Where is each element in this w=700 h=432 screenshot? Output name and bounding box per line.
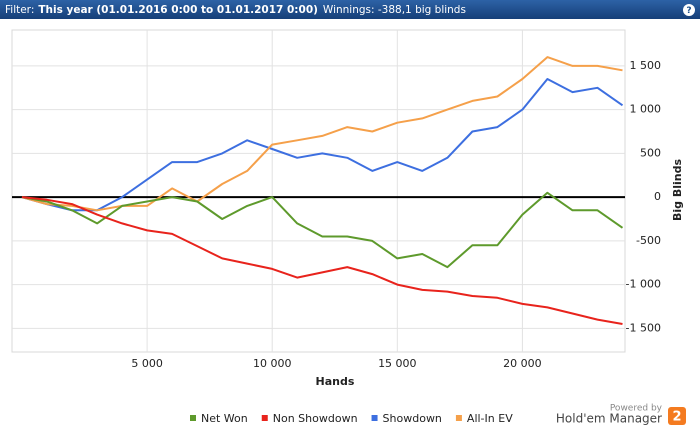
- legend-label: Non Showdown: [273, 412, 358, 425]
- filter-label: Filter:: [5, 4, 34, 16]
- filter-value: This year (01.01.2016 0:00 to 01.01.2017…: [38, 4, 318, 16]
- data-line: [21, 196, 623, 325]
- legend-label: All-In EV: [467, 412, 513, 425]
- plot-area: [11, 29, 626, 353]
- powered-by: Powered by: [610, 404, 663, 414]
- x-tick-label: 5 000: [131, 357, 163, 370]
- legend-swatch: [455, 415, 462, 421]
- x-tick-label: 15 000: [378, 357, 417, 370]
- data-line: [21, 78, 624, 212]
- header-bar: [0, 0, 700, 19]
- y-tick-label: 1 000: [630, 103, 662, 116]
- help-text[interactable]: ?: [686, 6, 691, 16]
- y-tick-label: -1 000: [626, 278, 661, 291]
- winnings: Winnings: -388,1 big blinds: [323, 4, 466, 16]
- y-tick-label: 500: [640, 146, 661, 159]
- data-line: [21, 191, 624, 269]
- help-icon[interactable]: [683, 4, 695, 16]
- x-tick-label: 20 000: [503, 357, 542, 370]
- product-name: Hold'em Manager: [556, 412, 662, 426]
- legend-swatch: [371, 415, 378, 421]
- legend: Net Won Non Showdown Showdown All-In EV: [190, 412, 513, 425]
- legend-label: Net Won: [201, 412, 248, 425]
- plot-frame: [11, 29, 626, 353]
- legend-swatch: [190, 415, 196, 421]
- legend-swatch: [261, 415, 268, 421]
- y-tick-label: -500: [636, 234, 661, 247]
- legend-label: Showdown: [383, 412, 442, 425]
- y-axis-label: Big Blinds: [671, 159, 684, 221]
- logo: [668, 407, 686, 425]
- header: Filter: This year (01.01.2016 0:00 to 01…: [0, 0, 700, 19]
- y-tick-label: -1 500: [626, 321, 661, 334]
- x-axis-label: Hands: [316, 375, 355, 388]
- y-tick-label: 1 500: [630, 59, 662, 72]
- x-tick-label: 10 000: [253, 357, 292, 370]
- y-tick-label: 0: [654, 190, 661, 203]
- logo-text: 2: [672, 410, 681, 425]
